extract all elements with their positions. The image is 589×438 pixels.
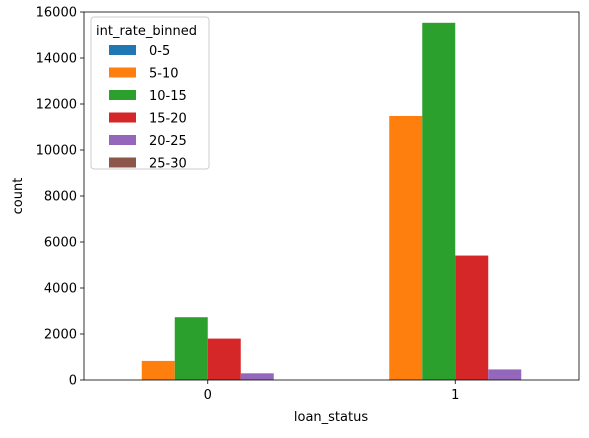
bar <box>389 115 423 381</box>
y-tick-label: 10000 <box>36 144 77 159</box>
bar <box>174 317 208 380</box>
legend-label: 5-10 <box>149 67 179 82</box>
y-tick-label: 6000 <box>44 236 77 251</box>
legend-label: 15-20 <box>149 112 187 127</box>
y-tick-label: 12000 <box>36 98 77 113</box>
bar <box>488 369 522 380</box>
y-axis: 0 2000 4000 6000 8000 10000 12000 14000 16000 <box>36 6 84 389</box>
x-tick-label: 0 <box>204 388 212 403</box>
y-tick-label: 14000 <box>36 52 77 67</box>
y-tick-label: 8000 <box>44 190 77 205</box>
legend-label: 10-15 <box>149 89 187 104</box>
y-tick-label: 16000 <box>36 6 77 21</box>
legend-swatch <box>109 112 136 123</box>
y-tick-label: 4000 <box>44 282 77 297</box>
legend-swatch <box>109 67 136 78</box>
y-axis-label: count <box>11 178 26 215</box>
bar <box>455 255 489 380</box>
bars-layer <box>141 22 522 381</box>
legend-title: int_rate_binned <box>96 24 197 39</box>
legend-swatch <box>109 45 136 55</box>
legend-label: 25-30 <box>149 157 187 172</box>
legend-label: 0-5 <box>149 44 170 59</box>
legend: int_rate_binned 0-5 5-10 10-15 15-20 20-25 25-… <box>90 16 210 172</box>
legend-swatch <box>109 135 136 145</box>
bar <box>240 373 274 380</box>
x-axis-label: loan_status <box>294 410 368 425</box>
bar <box>141 360 175 380</box>
bar <box>422 22 456 381</box>
x-tick-label: 1 <box>451 388 459 403</box>
y-tick-label: 0 <box>69 374 77 389</box>
bar <box>207 338 241 380</box>
y-tick-label: 2000 <box>44 328 77 343</box>
legend-label: 20-25 <box>149 134 187 149</box>
legend-swatch <box>109 90 136 100</box>
legend-swatch <box>109 157 136 168</box>
